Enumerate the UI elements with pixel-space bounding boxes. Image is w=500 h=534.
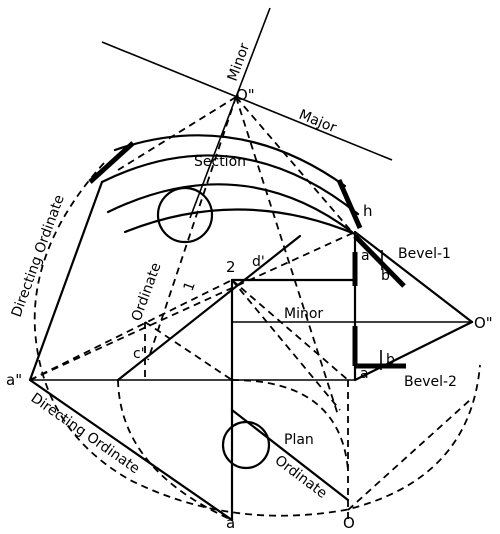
arch-right-edge [336, 178, 363, 230]
label-major: Major [297, 107, 339, 136]
minor-axis-line [235, 7, 271, 98]
dashed-bottom-right [347, 399, 471, 511]
plan-dashed-arc [117, 379, 233, 521]
section-circle [156, 186, 214, 244]
dashed-diag-3 [144, 321, 233, 381]
plan-dashed-arc-2 [231, 379, 349, 471]
major-axis-line [101, 41, 393, 161]
arch-left-edge [88, 141, 135, 184]
directing-ordinate-bottom-line [28, 378, 234, 522]
label-o-double-right: O" [474, 314, 493, 332]
triangle-lower-edge [353, 320, 474, 382]
label-minor-mid: Minor [284, 306, 323, 322]
dashed-diag-2 [29, 279, 233, 381]
label-plan: Plan [284, 432, 314, 448]
label-b-upper: b [381, 268, 390, 284]
label-one: 1 [181, 280, 199, 294]
arch-inner-curve-2 [123, 208, 357, 236]
label-d-prime: d' [252, 254, 265, 270]
arch-inner-curve [106, 183, 354, 234]
radial-dash-3 [235, 96, 339, 416]
radial-dash-2 [235, 96, 353, 233]
dashed-diag-4 [231, 279, 349, 381]
label-a-upper: a [361, 248, 370, 264]
arch-outer-curve [113, 134, 347, 188]
directing-ordinate-left-line [28, 180, 104, 382]
label-a-bottom: a [226, 514, 235, 532]
label-bevel-1: Bevel-1 [398, 246, 451, 262]
label-a-lower: a [360, 366, 369, 382]
label-two: 2 [226, 258, 236, 276]
label-directing-ordinate-bottom: Directing Ordinate [28, 390, 143, 477]
label-o-bottom: O [343, 514, 355, 532]
label-c-prime: c' [133, 346, 145, 362]
outer-dashed-arc [33, 162, 481, 517]
label-ordinate-mid: Ordinate [129, 261, 165, 324]
minor-axis-extension [189, 96, 237, 219]
label-section: Section [194, 154, 246, 170]
label-b-lower: b [386, 352, 395, 368]
label-bevel-2: Bevel-2 [404, 374, 457, 390]
label-ordinate-bottom: Ordinate [272, 452, 330, 501]
radial-dash-4 [147, 96, 237, 361]
arch-outer-curve-2 [100, 154, 360, 216]
plan-circle [221, 420, 271, 470]
bevel-1-hypotenuse [353, 234, 406, 288]
label-h: h [363, 202, 373, 220]
label-a-double: a" [6, 371, 22, 389]
ordinate-diagonal-c [116, 234, 302, 382]
ordinate-bottom-line [230, 408, 350, 502]
dashed-diag-5 [231, 279, 341, 411]
triangle-upper-edge [353, 230, 474, 324]
label-o-double-top: O" [236, 86, 255, 104]
